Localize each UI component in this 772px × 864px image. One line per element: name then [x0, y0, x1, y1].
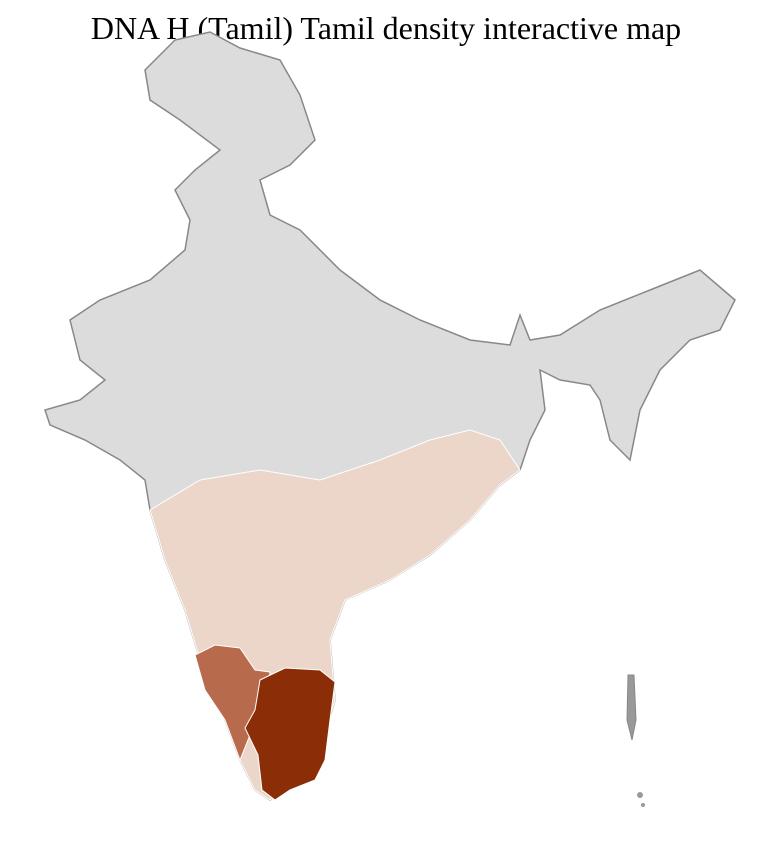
- region-low-peninsula[interactable]: [149, 429, 521, 801]
- region-high-tamil-nadu[interactable]: [244, 667, 336, 801]
- andaman-islands[interactable]: [626, 674, 637, 741]
- nicobar-island[interactable]: [641, 803, 645, 807]
- nicobar-island[interactable]: [637, 792, 643, 798]
